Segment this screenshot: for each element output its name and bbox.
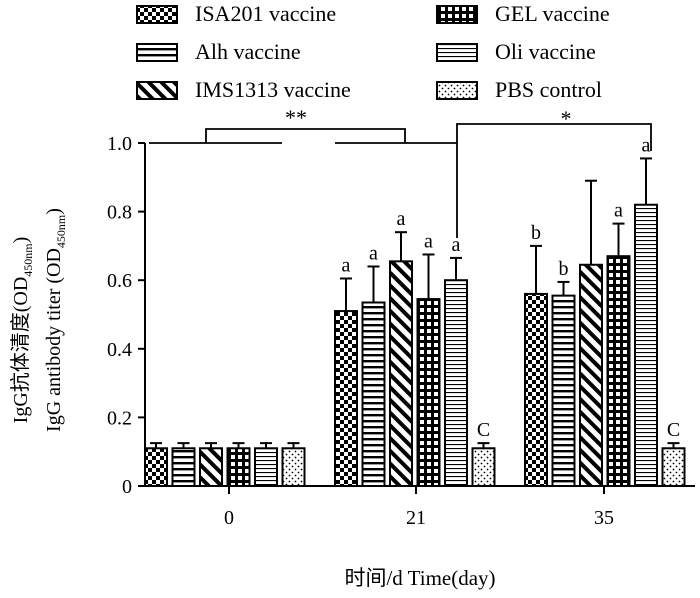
bar xyxy=(389,260,413,487)
significance-letter: a xyxy=(424,230,433,252)
bar xyxy=(281,447,306,487)
legend-label: ISA201 vaccine xyxy=(195,1,336,26)
bar xyxy=(661,447,686,487)
legend-swatch xyxy=(436,5,478,24)
legend-swatch xyxy=(136,43,178,62)
y-tick-label: 0.2 xyxy=(107,407,132,429)
significance-letter: a xyxy=(397,208,406,230)
legend-swatch xyxy=(136,81,178,100)
significance-label-single: * xyxy=(561,106,572,131)
bar xyxy=(199,447,223,487)
legend-swatch xyxy=(436,81,478,100)
bar xyxy=(579,263,603,488)
bar xyxy=(524,292,548,488)
significance-letter: a xyxy=(614,200,623,222)
significance-letter: a xyxy=(642,134,651,156)
significance-label-double: ** xyxy=(285,105,307,130)
significance-letter: C xyxy=(667,419,680,441)
y-tick-label: 0.4 xyxy=(107,339,132,361)
bar xyxy=(416,298,441,487)
legend-label: GEL vaccine xyxy=(495,1,610,26)
bar xyxy=(361,301,386,487)
legend-label: IMS1313 vaccine xyxy=(195,77,351,102)
significance-letter: b xyxy=(531,222,541,244)
x-tick-label: 35 xyxy=(594,507,614,529)
bar xyxy=(254,447,278,487)
bar xyxy=(226,447,251,487)
y-axis-label-en: IgG antibody titer (OD450nm) xyxy=(43,208,68,432)
y-axis-label: IgG抗体清度(OD450nm) IgG antibody titer (OD4… xyxy=(9,208,68,432)
significance-letter: a xyxy=(342,254,351,276)
significance-letter: a xyxy=(452,234,461,256)
x-ticks: 0 21 35 xyxy=(224,486,614,529)
legend-label: Alh vaccine xyxy=(195,39,301,64)
y-tick-label: 0.8 xyxy=(107,202,132,224)
bar xyxy=(634,203,658,488)
legend-label: Oli vaccine xyxy=(495,39,596,64)
legend: ISA201 vaccine Alh vaccine IMS1313 vaccine… xyxy=(136,1,610,102)
legend-swatch xyxy=(136,5,178,24)
y-ticks: 0 0.2 0.4 0.6 0.8 1.0 xyxy=(107,133,145,498)
x-tick-label: 21 xyxy=(406,507,426,529)
bar xyxy=(144,447,168,487)
axes: 0 0.2 0.4 0.6 0.8 1.0 0 21 35 xyxy=(107,133,695,529)
legend-label: PBS control xyxy=(495,77,602,102)
bar xyxy=(471,447,496,487)
significance-letter: a xyxy=(369,242,378,264)
bracket-top-double xyxy=(205,128,406,143)
bar xyxy=(606,255,631,487)
bar xyxy=(334,310,358,487)
x-tick-label: 0 xyxy=(224,507,234,529)
bar xyxy=(171,447,196,487)
y-axis-label-cn: IgG抗体清度(OD450nm) xyxy=(9,237,35,424)
x-axis-label: 时间/d Time(day) xyxy=(344,566,495,590)
bracket-top-single xyxy=(456,123,652,238)
y-tick-label: 1.0 xyxy=(107,133,132,155)
y-tick-label: 0 xyxy=(122,476,132,498)
bar xyxy=(551,294,576,488)
significance-letter: C xyxy=(477,419,490,441)
y-tick-label: 0.6 xyxy=(107,270,132,292)
significance-letter: b xyxy=(559,258,569,280)
legend-swatch xyxy=(436,43,478,62)
bar xyxy=(444,279,468,488)
significance-annotations: ** * xyxy=(149,105,652,238)
